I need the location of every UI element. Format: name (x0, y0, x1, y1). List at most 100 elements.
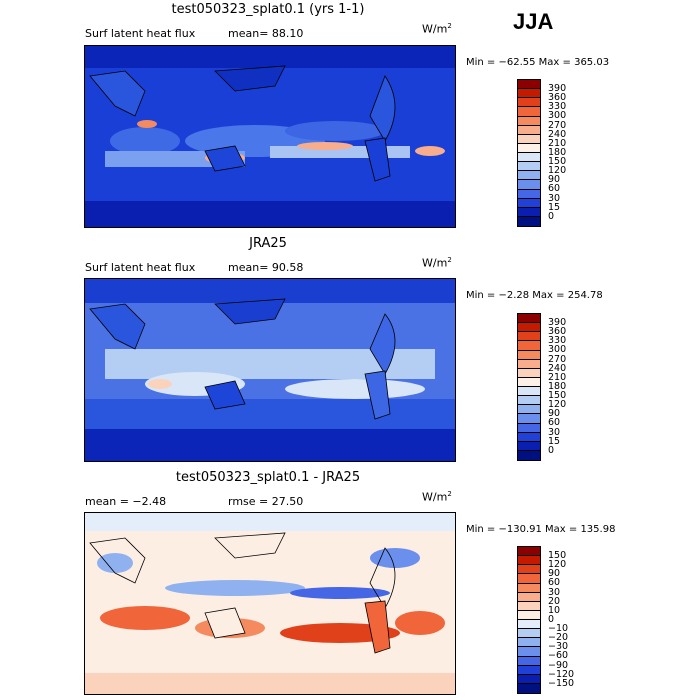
colorbar-tick-label: −150 (548, 677, 575, 689)
colorbar-tick-label: 120 (548, 559, 567, 571)
colorbar-tick-label: 15 (548, 435, 561, 447)
colorbar-tick-label: 150 (548, 390, 567, 401)
colorbar-swatch (518, 107, 540, 117)
panel-1-map (84, 45, 456, 228)
colorbar-swatch (518, 89, 540, 99)
colorbar-tick-label: −30 (548, 641, 569, 653)
colorbar-swatch (518, 423, 540, 433)
colorbar-tick-label: 0 (548, 613, 555, 625)
panel-2-units: W/m2 (422, 256, 452, 270)
colorbar-swatch (518, 432, 540, 442)
colorbar-tick-label: −60 (548, 650, 569, 662)
colorbar-swatch (518, 198, 540, 208)
colorbar-tick-label: 390 (548, 83, 567, 94)
panel-3-title: test050323_splat0.1 - JRA25 (175, 470, 361, 485)
colorbar-swatch (518, 171, 540, 181)
colorbar-tick-label: −10 (548, 623, 569, 634)
colorbar-swatch (518, 683, 540, 693)
colorbar-swatch (518, 134, 540, 144)
colorbar-tick-label: 120 (548, 165, 567, 177)
colorbar-swatch (518, 189, 540, 199)
colorbar-swatch (518, 162, 540, 172)
panel-1-mean-label: mean= 88.10 (228, 27, 304, 40)
colorbar-swatch (518, 565, 540, 575)
colorbar-swatch (518, 556, 540, 566)
colorbar-tick-label: 30 (548, 426, 561, 438)
colorbar-swatch (518, 332, 540, 342)
colorbar-tick-label: 30 (548, 192, 561, 204)
colorbar-tick-label: 60 (548, 183, 561, 195)
panel-3-rmse-label: rmse = 27.50 (228, 495, 304, 508)
colorbar-swatch (518, 153, 540, 163)
colorbar-tick-label: 390 (548, 317, 567, 328)
colorbar-tick-label: 180 (548, 380, 567, 392)
colorbar-swatch (518, 314, 540, 324)
colorbar-tick-label: 240 (548, 128, 567, 140)
panel-2-minmax: Min = −2.28 Max = 254.78 (466, 290, 603, 301)
colorbar-tick-label: −20 (548, 632, 569, 644)
colorbar-tick-label: 150 (548, 156, 567, 167)
colorbar-tick-label: −120 (548, 668, 575, 680)
colorbar-swatch (518, 143, 540, 153)
colorbar-swatch (518, 405, 540, 415)
colorbar-tick-label: 360 (548, 326, 567, 338)
colorbar-swatch (518, 656, 540, 666)
colorbar-tick-label: −90 (548, 659, 569, 671)
panel-1-minmax: Min = −62.55 Max = 365.03 (466, 57, 610, 68)
colorbar-swatch (518, 98, 540, 108)
panel-3-colorbar (517, 546, 541, 694)
panel-2-map (84, 278, 456, 462)
colorbar-swatch (518, 116, 540, 126)
colorbar-swatch (518, 387, 540, 397)
colorbar-swatch (518, 629, 540, 639)
panel-3-map (84, 512, 456, 695)
colorbar-swatch (518, 350, 540, 360)
colorbar-tick-label: 15 (548, 201, 561, 213)
colorbar-tick-label: 330 (548, 101, 567, 113)
colorbar-swatch (518, 341, 540, 351)
colorbar-swatch (518, 647, 540, 657)
panel-1-title: test050323_splat0.1 (yrs 1-1) (171, 2, 365, 17)
colorbar-tick-label: 10 (548, 604, 561, 616)
colorbar-swatch (518, 180, 540, 190)
colorbar-swatch (518, 323, 540, 333)
colorbar-tick-label: 360 (548, 92, 567, 104)
colorbar-tick-label: 120 (548, 399, 567, 411)
panel-2-title: JRA25 (249, 236, 287, 251)
colorbar-swatch (518, 216, 540, 226)
colorbar-tick-label: 270 (548, 353, 567, 365)
colorbar-swatch (518, 359, 540, 369)
colorbar-tick-label: 90 (548, 568, 561, 580)
panel-3-mean-label: mean = −2.48 (85, 495, 167, 508)
panel-2-colorbar (517, 313, 541, 461)
colorbar-tick-label: 0 (548, 210, 555, 222)
colorbar-swatch (518, 574, 540, 584)
colorbar-swatch (518, 414, 540, 424)
panel-1-variable-label: Surf latent heat flux (85, 27, 196, 40)
panel-3-units: W/m2 (422, 490, 452, 504)
colorbar-tick-label: 30 (548, 586, 561, 598)
panel-2-mean-label: mean= 90.58 (228, 261, 304, 274)
colorbar-swatch (518, 207, 540, 217)
colorbar-tick-label: 60 (548, 417, 561, 429)
colorbar-swatch (518, 674, 540, 684)
season-label: JJA (513, 9, 554, 34)
colorbar-tick-label: 180 (548, 146, 567, 158)
colorbar-tick-label: 240 (548, 362, 567, 374)
panel-3-minmax: Min = −130.91 Max = 135.98 (466, 524, 616, 535)
colorbar-swatch (518, 583, 540, 593)
colorbar-swatch (518, 601, 540, 611)
colorbar-tick-label: 90 (548, 174, 561, 186)
colorbar-swatch (518, 125, 540, 135)
colorbar-swatch (518, 638, 540, 648)
colorbar-swatch (518, 547, 540, 557)
colorbar-swatch (518, 441, 540, 451)
colorbar-swatch (518, 396, 540, 406)
colorbar-tick-label: 20 (548, 595, 561, 607)
panel-2-variable-label: Surf latent heat flux (85, 261, 196, 274)
colorbar-tick-label: 270 (548, 119, 567, 131)
colorbar-tick-label: 330 (548, 335, 567, 347)
colorbar-tick-label: 0 (548, 444, 555, 456)
colorbar-swatch (518, 610, 540, 620)
colorbar-swatch (518, 80, 540, 90)
